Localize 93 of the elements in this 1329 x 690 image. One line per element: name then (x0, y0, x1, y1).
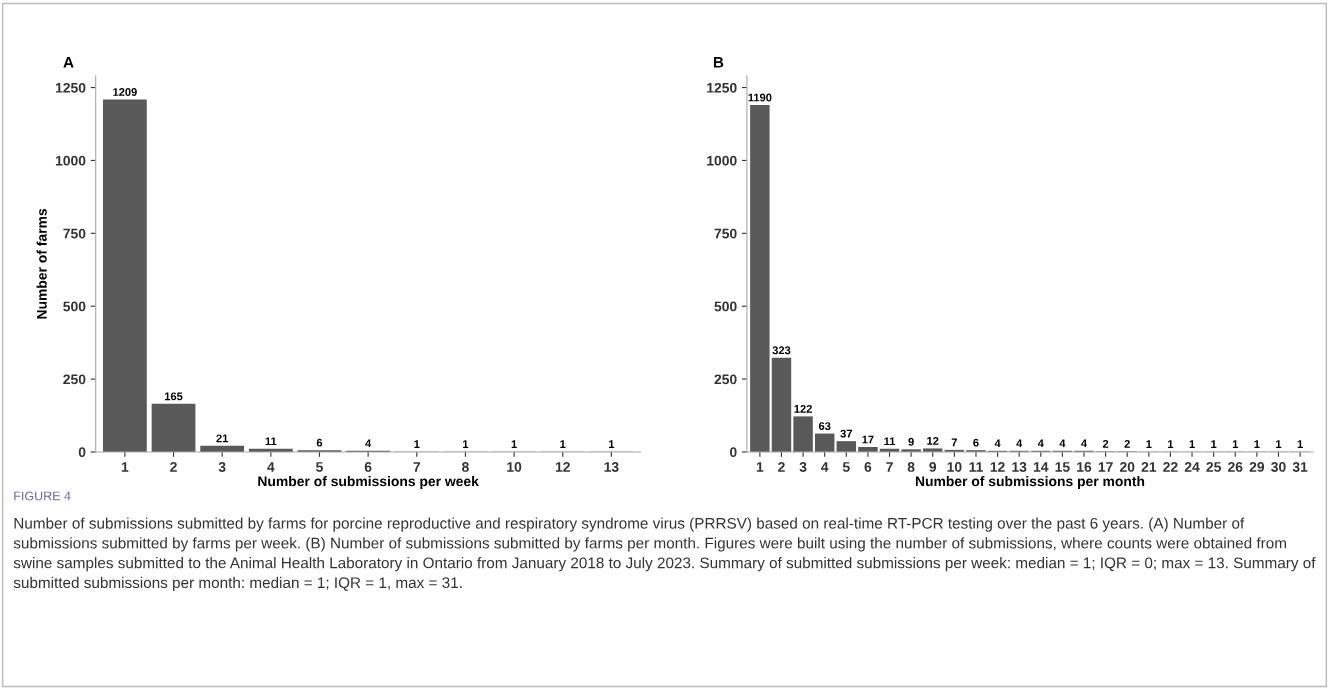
x-tick-label: 8 (907, 462, 915, 472)
data-label: 9 (908, 437, 914, 446)
x-axis-title: Number of submissions per month (915, 476, 1145, 489)
x-tick-label: 7 (413, 462, 421, 472)
data-label: 4 (1016, 439, 1023, 448)
y-tick-label: 0 (730, 447, 737, 458)
x-tick-label: 17 (1098, 462, 1113, 472)
x-tick-label: 7 (886, 462, 893, 472)
y-tick-label: 1000 (55, 155, 86, 166)
chart-title: A (63, 57, 74, 68)
data-label: 1 (1232, 440, 1239, 448)
x-tick-label: 12 (555, 462, 570, 472)
data-label: 122 (794, 404, 812, 413)
data-label: 63 (818, 422, 831, 431)
y-tick-label: 1250 (55, 82, 86, 93)
data-label: 1 (560, 440, 566, 448)
x-tick-label: 5 (842, 462, 850, 472)
x-tick-label: 29 (1249, 462, 1265, 472)
x-tick-label: 4 (267, 462, 275, 472)
data-label: 1 (1211, 440, 1217, 448)
x-tick-label: 15 (1055, 462, 1070, 472)
data-label: 6 (973, 438, 979, 447)
y-tick-label: 750 (63, 228, 86, 239)
x-tick-label: 6 (864, 462, 872, 472)
y-tick-label: 1000 (707, 155, 737, 166)
x-tick-label: 20 (1119, 462, 1135, 472)
data-label: 323 (772, 346, 791, 355)
data-label: 11 (265, 437, 277, 446)
x-tick-label: 10 (507, 462, 522, 472)
data-label: 1209 (113, 88, 137, 96)
data-label: 4 (994, 439, 1001, 448)
y-tick-label: 500 (63, 301, 86, 312)
x-tick-label: 11 (969, 462, 983, 472)
x-tick-label: 8 (462, 462, 469, 472)
data-label: 37 (840, 429, 852, 438)
data-label: 1 (463, 440, 469, 448)
data-label: 17 (862, 435, 874, 444)
x-tick-label: 6 (364, 462, 372, 472)
x-tick-label: 13 (604, 462, 619, 472)
chart-title: B (713, 57, 724, 68)
text: Number of submissions submitted by farms for porcine reproductive and respiratory syndrome virus (PRRSV) based on real-time RT-PCR testing over the past 6 years. (A) Number of submissions submitted by farms per week. (B) Number of submissions submitted by farms per month. Figures were built using the number of submissions, where counts were obtained from swine samples submitted to the Animal Health Laboratory in Ontario from January 2018 to July 2023. Summary of submitted submissions per week: median = 1; IQR = 0; max = 13. Summary of submitted submissions per month: median = 1; IQR = 1, max = 31. (13, 517, 1316, 592)
x-tick-label: 16 (1077, 462, 1092, 472)
data-label: 4 (1059, 439, 1066, 448)
x-tick-label: 1 (756, 462, 764, 472)
y-tick-label: 1250 (707, 82, 737, 93)
y-tick-label: 250 (714, 374, 737, 385)
x-tick-label: 2 (778, 462, 785, 472)
data-label: 1190 (748, 93, 772, 102)
caption: FIGURE 4 (14, 491, 71, 501)
data-label: 1 (1297, 440, 1303, 448)
x-tick-label: 22 (1163, 462, 1178, 472)
x-tick-label: 2 (170, 462, 177, 472)
x-tick-label: 5 (316, 462, 323, 472)
x-tick-label: 25 (1206, 462, 1221, 472)
x-tick-label: 3 (799, 462, 807, 472)
data-label: 1 (511, 440, 517, 448)
x-tick-label: 9 (929, 462, 937, 472)
data-label: 21 (216, 434, 229, 443)
x-tick-label: 31 (1292, 462, 1308, 472)
x-tick-label: 14 (1033, 462, 1049, 472)
x-tick-label: 30 (1271, 462, 1286, 472)
y-tick-label: 0 (78, 447, 86, 458)
data-label: 165 (164, 392, 183, 401)
x-tick-label: 1 (121, 462, 129, 472)
data-label: 1 (1146, 440, 1152, 448)
x-tick-label: 13 (1012, 462, 1027, 472)
data-label: 1 (1276, 440, 1282, 448)
y-tick-label: 750 (714, 228, 737, 239)
data-label: 4 (1037, 439, 1044, 448)
x-tick-label: 26 (1228, 462, 1243, 472)
x-tick-label: 24 (1184, 462, 1200, 472)
x-tick-label: 21 (1141, 462, 1157, 472)
y-axis-title: Number of farms (36, 208, 47, 319)
data-label: 2 (1102, 439, 1109, 448)
x-tick-label: 4 (821, 462, 829, 472)
data-label: 1 (1168, 440, 1174, 448)
data-label: 4 (1081, 439, 1088, 448)
x-tick-label: 12 (990, 462, 1005, 472)
data-label: 12 (927, 437, 939, 445)
data-label: 1 (1189, 440, 1195, 448)
x-axis-title: Number of submissions per week (258, 476, 479, 489)
data-label: 1 (609, 440, 615, 448)
data-label: 2 (1124, 439, 1130, 448)
x-tick-label: 10 (947, 462, 962, 472)
data-label: 6 (316, 438, 323, 447)
data-label: 1 (1254, 440, 1260, 448)
x-tick-label: 3 (218, 462, 226, 472)
y-tick-label: 500 (714, 301, 737, 312)
data-label: 7 (951, 438, 957, 447)
data-label: 1 (414, 440, 420, 448)
data-label: 4 (365, 439, 372, 448)
data-label: 11 (884, 437, 896, 446)
y-tick-label: 250 (63, 374, 86, 385)
